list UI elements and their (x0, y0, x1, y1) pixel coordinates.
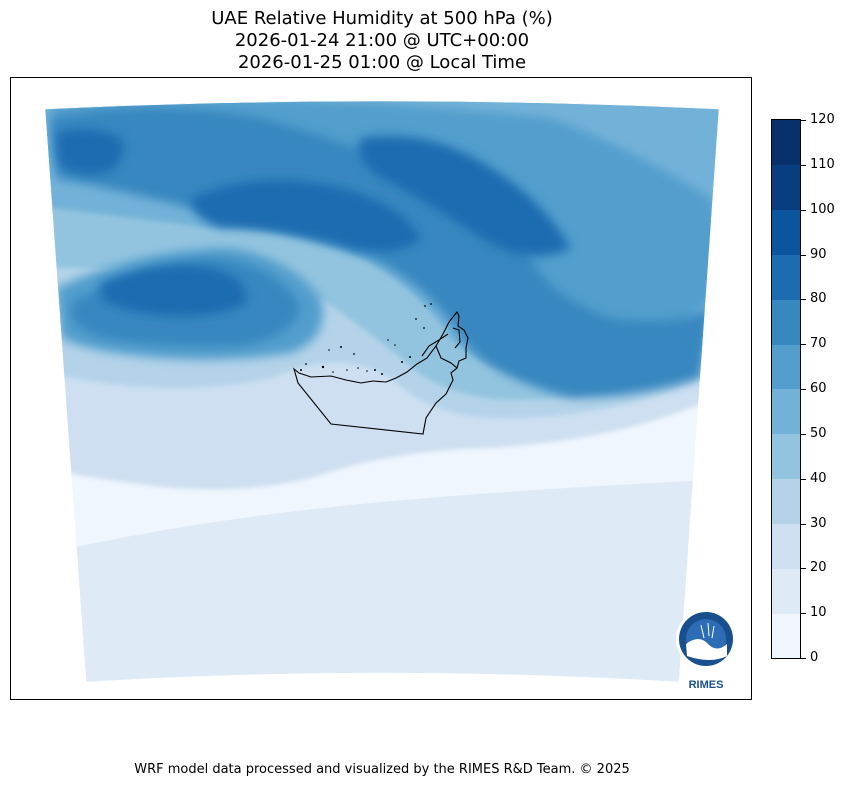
colorbar-tick-label: 60 (810, 381, 827, 396)
title-line-2: 2026-01-24 21:00 @ UTC+00:00 (234, 30, 530, 51)
colorbar-segment (772, 209, 800, 255)
colorbar-tick-label: 20 (810, 560, 827, 575)
colorbar-tick-label: 0 (810, 650, 819, 665)
humidity-band-80 (191, 180, 421, 252)
logo-label-bg (683, 678, 729, 690)
colorbar-tick (801, 165, 806, 166)
colorbar-tick (801, 255, 806, 256)
colorbar-tick (801, 120, 806, 121)
colorbar-segment (772, 433, 800, 480)
logo-wave (686, 639, 727, 660)
logo-marks (700, 622, 715, 639)
colorbar-tick (801, 299, 806, 300)
humidity-band-70 (51, 108, 711, 398)
colorbar-tick (801, 344, 806, 345)
colorbar-segment (772, 254, 800, 300)
colorbar-tick-label: 70 (810, 336, 827, 351)
uae-islands (300, 303, 432, 375)
rimes-logo: RIMES (676, 609, 736, 691)
colorbar-segment (772, 164, 800, 211)
title-line-1: UAE Relative Humidity at 500 hPa (%) (211, 8, 553, 29)
colorbar-tick-label: 100 (810, 202, 835, 217)
humidity-map: RIMES (44, 100, 736, 691)
map-frame: RIMES (10, 77, 752, 700)
colorbar-segment (772, 299, 800, 345)
colorbar (771, 119, 801, 659)
colorbar-segment (772, 613, 800, 659)
humidity-band-80-northwest (56, 129, 124, 175)
humidity-band-80-center (358, 136, 571, 256)
colorbar-segment (772, 478, 800, 524)
colorbar-tick-label: 40 (810, 471, 827, 486)
humidity-band-lower-10 (71, 478, 719, 682)
colorbar-segment (772, 120, 800, 166)
colorbar-tick (801, 210, 806, 211)
colorbar-tick (801, 389, 806, 390)
colorbar-tick (801, 658, 806, 659)
colorbar-tick-label: 90 (810, 247, 827, 262)
colorbar-segment (772, 568, 800, 614)
colorbar-tick-label: 80 (810, 291, 827, 306)
chart-title: UAE Relative Humidity at 500 hPa (%) 202… (0, 8, 764, 74)
colorbar-segment (772, 344, 800, 390)
colorbar-tick-label: 30 (810, 516, 827, 531)
colorbar-tick-label: 120 (810, 112, 835, 127)
colorbar-tick (801, 613, 806, 614)
colorbar-segment (772, 523, 800, 569)
colorbar-tick (801, 434, 806, 435)
colorbar-tick (801, 568, 806, 569)
footer-credit: WRF model data processed and visualized … (134, 762, 630, 777)
colorbar-tick (801, 524, 806, 525)
logo-text: RIMES (689, 679, 724, 691)
colorbar-tick-label: 50 (810, 426, 827, 441)
colorbar-tick (801, 479, 806, 480)
uae-border (292, 310, 469, 435)
model-domain-outline (44, 100, 720, 683)
colorbar-tick-label: 10 (810, 605, 827, 620)
humidity-band-80-west (101, 265, 247, 317)
humidity-field (45, 101, 719, 682)
colorbar-tick-label: 110 (810, 157, 835, 172)
colorbar-segment (772, 389, 800, 435)
title-line-3: 2026-01-25 01:00 @ Local Time (237, 52, 527, 73)
